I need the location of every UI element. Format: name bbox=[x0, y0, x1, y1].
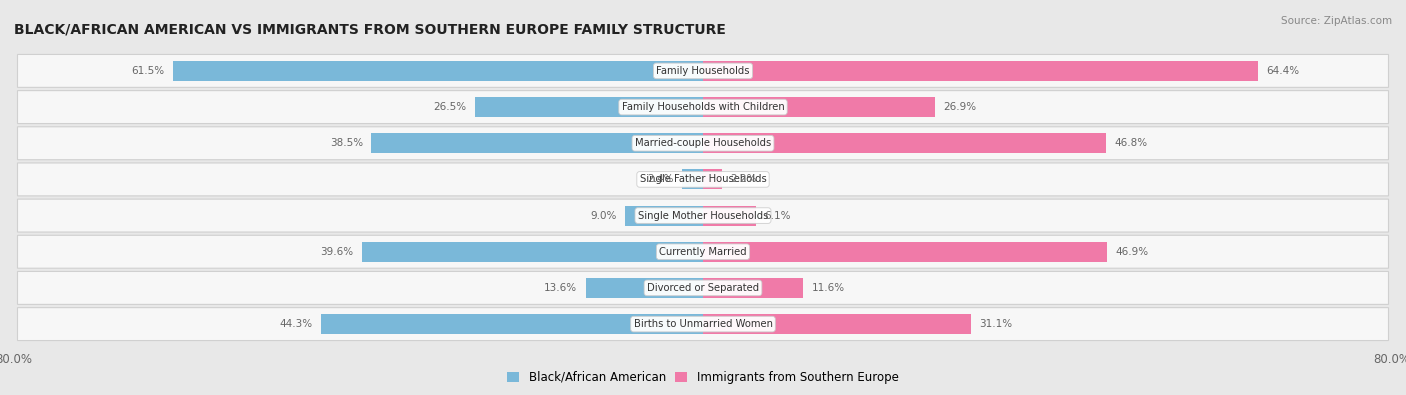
Text: Births to Unmarried Women: Births to Unmarried Women bbox=[634, 319, 772, 329]
Bar bbox=[703, 206, 755, 226]
FancyBboxPatch shape bbox=[17, 271, 1389, 305]
Text: 38.5%: 38.5% bbox=[330, 138, 363, 148]
Bar bbox=[371, 133, 703, 153]
Text: Currently Married: Currently Married bbox=[659, 247, 747, 257]
Text: 2.2%: 2.2% bbox=[731, 175, 756, 184]
Text: 26.5%: 26.5% bbox=[433, 102, 467, 112]
Text: 6.1%: 6.1% bbox=[763, 211, 790, 220]
FancyBboxPatch shape bbox=[17, 163, 1389, 196]
Text: 44.3%: 44.3% bbox=[280, 319, 314, 329]
Legend: Black/African American, Immigrants from Southern Europe: Black/African American, Immigrants from … bbox=[508, 371, 898, 384]
Text: 64.4%: 64.4% bbox=[1267, 66, 1299, 76]
FancyBboxPatch shape bbox=[17, 127, 1389, 160]
FancyBboxPatch shape bbox=[17, 235, 1389, 268]
Text: 39.6%: 39.6% bbox=[321, 247, 353, 257]
Bar bbox=[475, 97, 703, 117]
Text: 11.6%: 11.6% bbox=[811, 283, 845, 293]
FancyBboxPatch shape bbox=[17, 55, 1389, 87]
Bar bbox=[703, 169, 721, 189]
FancyBboxPatch shape bbox=[17, 308, 1389, 340]
Bar bbox=[703, 61, 1257, 81]
Bar bbox=[703, 278, 803, 298]
Text: 31.1%: 31.1% bbox=[980, 319, 1012, 329]
Bar bbox=[361, 242, 703, 262]
Bar bbox=[703, 242, 1107, 262]
Bar bbox=[703, 133, 1107, 153]
Text: Married-couple Households: Married-couple Households bbox=[636, 138, 770, 148]
Text: 26.9%: 26.9% bbox=[943, 102, 976, 112]
Text: Single Father Households: Single Father Households bbox=[640, 175, 766, 184]
Text: 9.0%: 9.0% bbox=[591, 211, 617, 220]
Bar bbox=[703, 97, 935, 117]
Text: Family Households: Family Households bbox=[657, 66, 749, 76]
Bar bbox=[682, 169, 703, 189]
Text: 2.4%: 2.4% bbox=[647, 175, 673, 184]
FancyBboxPatch shape bbox=[17, 199, 1389, 232]
Bar bbox=[173, 61, 703, 81]
Text: Family Households with Children: Family Households with Children bbox=[621, 102, 785, 112]
Text: BLACK/AFRICAN AMERICAN VS IMMIGRANTS FROM SOUTHERN EUROPE FAMILY STRUCTURE: BLACK/AFRICAN AMERICAN VS IMMIGRANTS FRO… bbox=[14, 23, 725, 36]
Text: Divorced or Separated: Divorced or Separated bbox=[647, 283, 759, 293]
Text: 61.5%: 61.5% bbox=[132, 66, 165, 76]
Text: 13.6%: 13.6% bbox=[544, 283, 578, 293]
Text: 46.9%: 46.9% bbox=[1115, 247, 1149, 257]
Bar bbox=[626, 206, 703, 226]
Text: Single Mother Households: Single Mother Households bbox=[638, 211, 768, 220]
Text: 46.8%: 46.8% bbox=[1115, 138, 1147, 148]
Bar bbox=[703, 314, 970, 334]
Bar bbox=[322, 314, 703, 334]
Bar bbox=[586, 278, 703, 298]
FancyBboxPatch shape bbox=[17, 90, 1389, 124]
Text: Source: ZipAtlas.com: Source: ZipAtlas.com bbox=[1281, 16, 1392, 26]
